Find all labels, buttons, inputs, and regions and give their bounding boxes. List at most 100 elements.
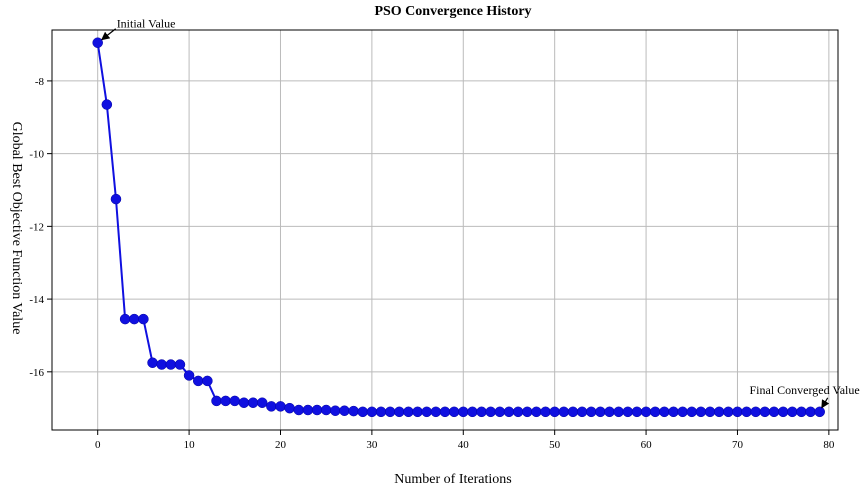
data-point	[540, 406, 551, 418]
data-point	[576, 406, 588, 418]
data-point	[138, 313, 149, 325]
data-point	[558, 406, 570, 418]
data-point	[768, 406, 780, 418]
data-point	[339, 405, 350, 416]
x-axis-label: Number of Iterations	[394, 472, 511, 485]
data-point	[302, 404, 314, 416]
data-point	[668, 406, 679, 418]
data-point	[604, 406, 615, 418]
data-point	[211, 395, 222, 407]
data-point	[704, 406, 716, 418]
data-point	[677, 406, 688, 418]
x-tick-label: 80	[823, 439, 835, 451]
data-point	[796, 406, 807, 418]
data-point	[659, 406, 670, 418]
data-point	[156, 359, 167, 370]
data-point	[476, 406, 487, 418]
data-point	[311, 404, 323, 416]
data-point	[640, 406, 652, 418]
x-tick-label: 70	[732, 439, 744, 451]
series-line	[96, 42, 820, 413]
x-tick-label: 20	[275, 439, 287, 451]
data-point	[713, 406, 725, 418]
y-tick-label: -12	[29, 221, 44, 233]
data-point	[622, 406, 634, 418]
data-point	[412, 406, 423, 418]
data-point	[320, 404, 332, 416]
x-tick-label: 10	[184, 439, 196, 451]
data-point	[512, 406, 524, 418]
data-point	[485, 406, 496, 418]
data-point	[494, 406, 506, 418]
data-point	[522, 406, 533, 418]
data-point	[695, 406, 707, 418]
data-point	[119, 313, 131, 325]
data-point	[531, 406, 542, 418]
data-point	[787, 406, 798, 418]
data-point	[814, 406, 825, 418]
data-point	[595, 406, 606, 418]
y-tick-label: -8	[35, 76, 45, 88]
data-point	[147, 357, 158, 368]
x-axis-ticks: 0 10 20 30 40 50 60 70 80	[95, 430, 835, 451]
y-tick-label: -14	[29, 294, 44, 306]
plot-frame	[51, 29, 839, 431]
annotations: Initial Value Final Converged Value	[101, 17, 860, 409]
data-point	[183, 370, 195, 381]
data-point	[375, 406, 387, 418]
data-point	[357, 406, 368, 418]
data-point	[613, 406, 624, 418]
data-point	[805, 406, 816, 418]
data-point	[220, 395, 231, 407]
data-point	[384, 406, 396, 418]
x-tick-label: 60	[641, 439, 653, 451]
data-point	[129, 313, 140, 325]
data-point	[741, 406, 752, 418]
data-point	[448, 406, 460, 418]
data-point	[275, 401, 286, 412]
data-point	[403, 406, 414, 418]
data-point	[686, 406, 698, 418]
y-axis-ticks: -8 -10 -12 -14 -16	[29, 76, 52, 379]
data-point	[174, 359, 186, 370]
data-point	[649, 406, 661, 418]
y-tick-label: -16	[29, 367, 44, 379]
data-point	[777, 406, 789, 418]
data-point	[567, 406, 579, 418]
final-value-annotation: Final Converged Value	[750, 383, 860, 397]
data-point	[631, 406, 643, 418]
data-point	[421, 406, 432, 418]
data-point	[732, 406, 743, 418]
data-point	[266, 401, 277, 412]
data-point	[284, 402, 295, 414]
y-tick-label: -10	[29, 149, 44, 161]
data-point	[430, 406, 442, 418]
data-point	[549, 406, 560, 418]
data-point	[458, 406, 469, 418]
chart-title: PSO Convergence History	[374, 4, 531, 19]
data-point	[101, 99, 113, 110]
data-point	[723, 406, 734, 418]
y-axis-label: Global Best Objective Function Value	[9, 122, 24, 335]
series-points	[92, 37, 825, 418]
data-point	[503, 406, 515, 418]
grid-lines	[52, 30, 838, 430]
data-point	[202, 375, 213, 387]
data-point	[229, 395, 241, 407]
data-point	[394, 406, 405, 418]
data-point	[238, 397, 250, 408]
x-tick-label: 50	[549, 439, 561, 451]
final-value-arrow	[821, 397, 830, 409]
data-point	[750, 406, 761, 418]
data-point	[439, 406, 451, 418]
data-point	[759, 406, 771, 418]
data-point	[366, 406, 378, 418]
data-point	[256, 397, 268, 408]
x-tick-label: 40	[458, 439, 470, 451]
data-point	[192, 375, 204, 387]
x-tick-label: 30	[366, 439, 378, 451]
data-point	[247, 397, 259, 408]
data-point	[165, 359, 177, 370]
data-point	[467, 406, 478, 418]
